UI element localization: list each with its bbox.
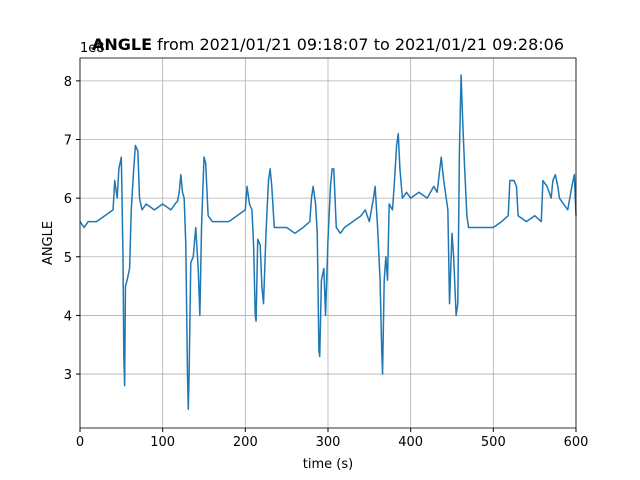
title-bold: ANGLE [92,35,152,54]
y-tick-label: 6 [64,192,72,207]
chart-title: ANGLE from 2021/01/21 09:18:07 to 2021/0… [92,35,564,54]
y-tick-label: 3 [64,368,72,383]
offset-label: 1e8 [80,41,105,56]
y-tick-label: 4 [64,309,72,324]
y-tick-label: 5 [64,251,72,266]
x-tick-label: 200 [233,435,258,450]
x-tick-label: 300 [316,435,341,450]
plot-frame [79,57,577,429]
x-tick-label: 600 [564,435,589,450]
x-tick-label: 500 [481,435,506,450]
x-axis-label: time (s) [303,457,353,472]
title-rest: from 2021/01/21 09:18:07 to 2021/01/21 0… [152,35,564,54]
x-tick-label: 100 [150,435,175,450]
y-tick-label: 8 [64,75,72,90]
y-axis-label: ANGLE [41,221,56,265]
x-tick-label: 400 [398,435,423,450]
y-tick-label: 7 [64,134,72,149]
data-line [79,74,577,410]
x-tick-label: 0 [76,435,84,450]
